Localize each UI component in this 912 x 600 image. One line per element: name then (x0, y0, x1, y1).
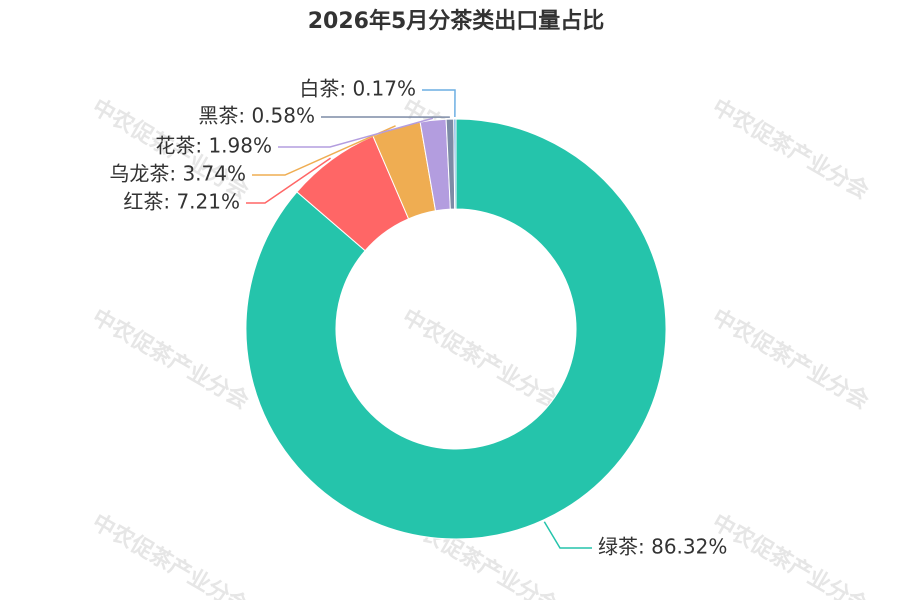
watermark: 中农促茶产业分会 (708, 509, 873, 600)
label-line (252, 125, 396, 176)
label-line (422, 89, 456, 118)
data-label: 花茶: 1.98% (155, 134, 272, 158)
watermark: 中农促茶产业分会 (88, 304, 253, 415)
watermark: 中农促茶产业分会 (708, 304, 873, 415)
data-label: 红茶: 7.21% (123, 190, 240, 214)
chart-title: 2026年5月分茶类出口量占比 (308, 8, 605, 34)
watermark: 中农促茶产业分会 (398, 304, 563, 415)
watermark: 中农促茶产业分会 (88, 509, 253, 600)
data-label: 白茶: 0.17% (299, 77, 416, 101)
data-label: 绿茶: 86.32% (598, 535, 727, 559)
donut-slice (453, 118, 457, 210)
label-line (543, 521, 592, 549)
label-line (278, 117, 434, 148)
donut-slice (245, 118, 667, 540)
data-label: 黑茶: 0.58% (198, 104, 315, 128)
watermark: 中农促茶产业分会 (708, 94, 873, 205)
label-line (246, 157, 332, 204)
data-label: 乌龙茶: 3.74% (109, 162, 246, 186)
